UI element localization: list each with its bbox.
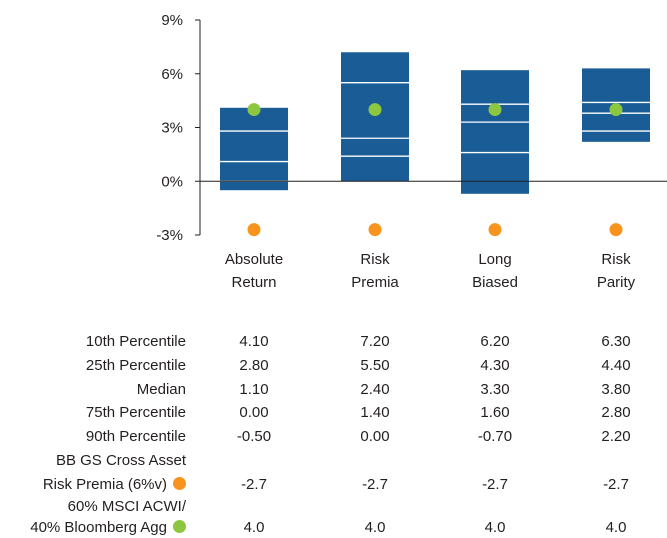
green-marker — [368, 103, 382, 117]
row-label-25th: 25th Percentile — [85, 357, 186, 374]
row-label-msci-text: 40% Bloomberg Agg — [30, 519, 167, 536]
orange-marker — [609, 223, 623, 237]
percentile-bar — [220, 107, 288, 191]
table-cell: 6.20 — [480, 333, 510, 350]
table-cell: 4.0 — [364, 519, 386, 536]
table-cell: -0.50 — [236, 428, 272, 445]
table-cell: -2.7 — [362, 476, 388, 493]
x-tick-label: Parity — [597, 274, 636, 291]
row-label-bbgs-text: Risk Premia (6%v) — [42, 476, 167, 493]
table-cell: -2.7 — [603, 476, 629, 493]
y-tick-label: 6% — [161, 66, 183, 83]
table-cell: 2.80 — [239, 357, 269, 374]
table-cell: 3.80 — [601, 381, 631, 398]
table-cell: 0.00 — [360, 428, 390, 445]
table-cell: 5.50 — [360, 357, 390, 374]
green-marker — [609, 103, 623, 117]
row-label-msci-line2: 40% Bloomberg Agg — [0, 518, 186, 538]
row-label-bbgs-line2: Risk Premia (6%v) — [0, 475, 186, 495]
x-tick-label: Risk — [601, 251, 631, 268]
orange-marker — [488, 223, 502, 237]
percentile-bar — [341, 52, 409, 182]
y-tick-label: 9% — [161, 12, 183, 29]
percentile-bar — [461, 70, 529, 194]
table-cell: 1.40 — [360, 404, 390, 421]
table-cell: 4.30 — [480, 357, 510, 374]
row-label-90th: 90th Percentile — [85, 428, 186, 445]
row-label-bbgs-line1: BB GS Cross Asset — [55, 452, 186, 469]
x-tick-label: Absolute — [225, 251, 283, 268]
table-cell: 1.60 — [480, 404, 510, 421]
table-cell: -0.70 — [477, 428, 513, 445]
table-cell: -2.7 — [482, 476, 508, 493]
table-cell: 0.00 — [239, 404, 269, 421]
green-marker — [247, 103, 261, 117]
y-tick-label: 0% — [161, 173, 183, 190]
row-label-median: Median — [136, 381, 186, 398]
y-tick-label: 3% — [161, 120, 183, 137]
orange-dot-icon — [173, 477, 186, 490]
green-dot-icon — [173, 520, 186, 533]
table-cell: 4.0 — [605, 519, 627, 536]
row-label-10th: 10th Percentile — [85, 333, 186, 350]
table-cell: 7.20 — [360, 333, 390, 350]
x-tick-label: Risk — [360, 251, 390, 268]
table-cell: 4.10 — [239, 333, 269, 350]
green-marker — [488, 103, 502, 117]
row-label-75th: 75th Percentile — [85, 404, 186, 421]
table-cell: 1.10 — [239, 381, 269, 398]
table-cell: 4.40 — [601, 357, 631, 374]
x-tick-label: Return — [231, 274, 276, 291]
orange-marker — [247, 223, 261, 237]
table-cell: -2.7 — [241, 476, 267, 493]
x-tick-label: Premia — [351, 274, 399, 291]
table-cell: 2.80 — [601, 404, 631, 421]
table-cell: 3.30 — [480, 381, 510, 398]
y-tick-label: -3% — [156, 227, 183, 244]
table-cell: 2.40 — [360, 381, 390, 398]
table-cell: 6.30 — [601, 333, 631, 350]
table-cell: 2.20 — [601, 428, 631, 445]
row-label-msci-line1: 60% MSCI ACWI/ — [67, 498, 186, 515]
table-cell: 4.0 — [484, 519, 506, 536]
percentile-chart: 9% 6% 3% 0% -3% Absolute Return Risk Premia Long B… — [156, 12, 667, 291]
x-tick-label: Long — [478, 251, 511, 268]
x-tick-label: Biased — [472, 274, 518, 291]
orange-marker — [368, 223, 382, 237]
table-cell: 4.0 — [243, 519, 265, 536]
